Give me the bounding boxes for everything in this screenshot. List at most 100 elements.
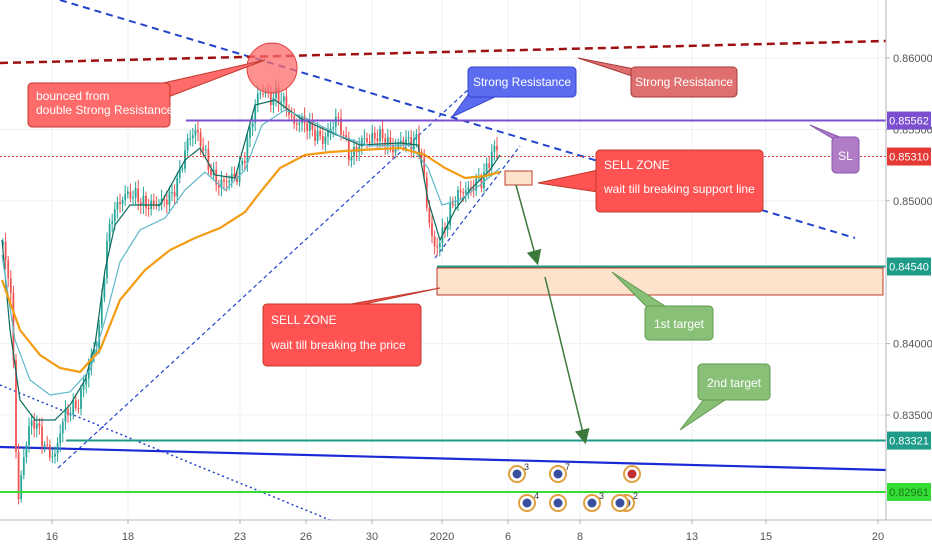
candle-body-155	[405, 138, 407, 145]
candle-body-138	[360, 138, 363, 147]
candle-body-54	[142, 195, 145, 206]
candle-body-50	[132, 197, 134, 199]
candle-body-146	[381, 128, 384, 139]
grid	[0, 0, 886, 520]
candle-body-114	[298, 122, 301, 125]
candle-body-110	[288, 110, 290, 115]
price-tag-label: 0.84540	[889, 261, 929, 273]
candle-body-186	[485, 163, 488, 173]
price-tag-bg	[887, 111, 931, 130]
candle-body-55	[145, 195, 147, 208]
x-tick-label: 8	[577, 531, 583, 543]
candle-body-82	[215, 169, 218, 185]
candle-body-1	[4, 241, 7, 261]
candle-body-69	[181, 168, 184, 170]
event-badge-count: 7	[565, 462, 570, 472]
callout-text-3-0: SELL ZONE	[604, 158, 670, 172]
flag-icon-core	[553, 498, 563, 508]
candle-body-156	[407, 137, 410, 139]
candle-body-128	[334, 116, 337, 128]
candle-body-75	[197, 130, 199, 133]
event-badge-count: 3	[524, 462, 529, 472]
event-badge-1[interactable]: 7	[549, 462, 570, 483]
candle-body-63	[165, 199, 168, 205]
sell-zone-box-lower	[436, 267, 884, 296]
candle-body-129	[337, 116, 340, 119]
event-badge-3[interactable]: 3	[583, 491, 604, 512]
event-flag-2[interactable]	[611, 494, 629, 512]
callout-text-5-0: SL	[838, 149, 853, 163]
candle-body-79	[207, 149, 210, 171]
price-tag-bg	[887, 257, 931, 276]
candle-body-10	[28, 426, 30, 446]
price-tag-label: 0.83321	[889, 436, 929, 448]
candle-body-139	[363, 138, 366, 140]
event-flag-1[interactable]	[549, 494, 567, 512]
candle-body-173	[451, 203, 454, 206]
candle-body-52	[137, 188, 140, 203]
price-tag-bg	[887, 147, 931, 166]
candle-body-133	[347, 137, 350, 161]
candle-body-120	[314, 129, 316, 141]
candle-body-58	[152, 200, 155, 205]
x-tick-label: 23	[234, 531, 246, 543]
candle-body-127	[332, 127, 335, 129]
candle-body-53	[139, 202, 142, 206]
candle-body-180	[470, 187, 472, 189]
candle-body-143	[373, 132, 376, 139]
callout-tail-7	[679, 397, 730, 431]
callout-text-0-1: double Strong Resistance	[36, 103, 174, 117]
candle-body-148	[386, 137, 389, 146]
candle-body-86	[225, 181, 228, 183]
callout-1: Strong Resistance	[450, 66, 577, 119]
ma-medium-line	[1, 109, 501, 396]
candle-body-108	[282, 96, 285, 102]
candle-body-168	[438, 243, 441, 248]
time-axis-panel	[0, 521, 932, 550]
candle-body-90	[236, 176, 238, 182]
candle-body-44	[116, 202, 119, 210]
x-tick-label: 2020	[430, 531, 454, 543]
candle-body-28	[74, 400, 77, 408]
candle-body-62	[163, 198, 166, 200]
callout-box-4	[262, 303, 422, 367]
candle-body-131	[342, 134, 345, 136]
short-support-line	[434, 145, 521, 259]
highlight-circle	[246, 42, 298, 94]
x-tick-label: 30	[366, 531, 378, 543]
candle-body-94	[246, 138, 249, 164]
candle-body-141	[368, 142, 371, 144]
event-badge-0[interactable]: 3	[508, 462, 529, 483]
candle-body-111	[290, 114, 293, 117]
candle-body-48	[126, 191, 129, 195]
price-tag-0: 0.85562	[887, 111, 931, 130]
candle-body-89	[233, 174, 236, 177]
candle-body-8	[22, 457, 25, 475]
candle-body-3	[9, 278, 12, 293]
candle-body-97	[254, 105, 257, 123]
candle-body-147	[384, 138, 387, 146]
callout-text-2-0: Strong Resistance	[635, 75, 733, 89]
ma-fast-line	[1, 99, 501, 421]
event-flag-0[interactable]	[623, 465, 641, 483]
callout-text-0-0: bounced from	[36, 89, 109, 103]
candle-body-71	[186, 138, 189, 151]
candle-body-18	[48, 444, 51, 458]
callout-text-6-0: 1st target	[654, 317, 705, 331]
candle-body-122	[319, 130, 322, 136]
candle-body-172	[449, 203, 452, 225]
candle-body-118	[308, 120, 311, 131]
candle-body-134	[350, 156, 353, 161]
candle-body-144	[376, 138, 379, 142]
candle-body-43	[113, 209, 116, 222]
candle-body-132	[345, 135, 348, 138]
candle-body-22	[59, 433, 62, 444]
callout-text-7-0: 2nd target	[707, 376, 762, 390]
candle-body-164	[428, 207, 431, 223]
candle-body-76	[199, 132, 202, 147]
callout-text-3-1: wait till breaking support line	[603, 182, 755, 196]
candle-body-51	[134, 188, 137, 198]
event-badge-2[interactable]: 4	[518, 491, 539, 512]
event-badge-count: 2	[633, 491, 638, 501]
